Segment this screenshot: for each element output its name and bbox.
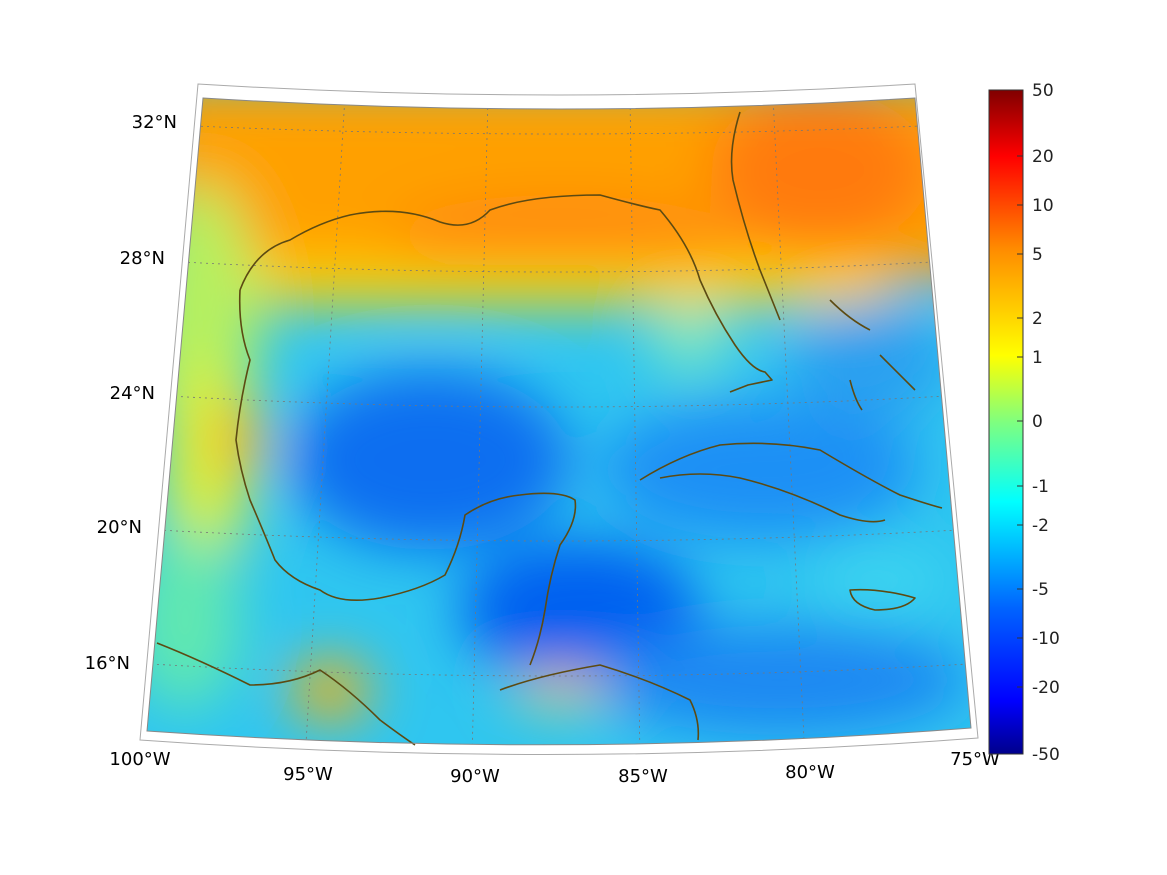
colorbar-label-neg20: -20	[1032, 678, 1060, 698]
colorbar-label-10: 10	[1032, 196, 1054, 216]
colorbar-ticks	[1017, 89, 1023, 755]
lat-tick-24: 24°N	[110, 383, 155, 404]
coastlines	[156, 111, 943, 746]
lon-tick-85: 85°W	[618, 766, 668, 787]
colorbar-label-neg1: -1	[1032, 477, 1049, 497]
lat-tick-labels: 32°N 28°N 24°N 20°N 16°N	[85, 112, 177, 674]
colorbar-label-neg50: -50	[1032, 745, 1060, 765]
colorbar-label-20: 20	[1032, 147, 1054, 167]
colorbar-label-50: 50	[1032, 81, 1054, 101]
data-field	[147, 98, 971, 745]
map-frame	[146, 97, 972, 746]
lon-tick-labels: 100°W 95°W 90°W 85°W 80°W 75°W	[109, 749, 1000, 787]
colorbar-label-2: 2	[1032, 309, 1043, 329]
lat-tick-20: 20°N	[97, 517, 142, 538]
colorbar-label-neg5: -5	[1032, 580, 1049, 600]
colorbar: 50 20 10 5 2 1 0 -1 -2 -5 -10 -20 -50	[988, 81, 1060, 765]
colorbar-label-0: 0	[1032, 412, 1043, 432]
lon-tick-100: 100°W	[109, 749, 170, 770]
lat-tick-32: 32°N	[132, 112, 177, 133]
colorbar-label-1: 1	[1032, 348, 1043, 368]
map-outer-frame	[139, 83, 979, 756]
lon-tick-80: 80°W	[785, 762, 835, 783]
colorbar-label-5: 5	[1032, 245, 1043, 265]
lon-tick-95: 95°W	[283, 764, 333, 785]
colorbar-labels: 50 20 10 5 2 1 0 -1 -2 -5 -10 -20 -50	[1032, 81, 1060, 765]
lon-tick-90: 90°W	[450, 766, 500, 787]
colorbar-bar	[988, 89, 1024, 755]
colorbar-label-neg10: -10	[1032, 629, 1060, 649]
lon-tick-75: 75°W	[950, 749, 1000, 770]
graticule	[150, 98, 969, 745]
colorbar-label-neg2: -2	[1032, 516, 1049, 536]
lat-tick-16: 16°N	[85, 653, 130, 674]
lat-tick-28: 28°N	[120, 248, 165, 269]
